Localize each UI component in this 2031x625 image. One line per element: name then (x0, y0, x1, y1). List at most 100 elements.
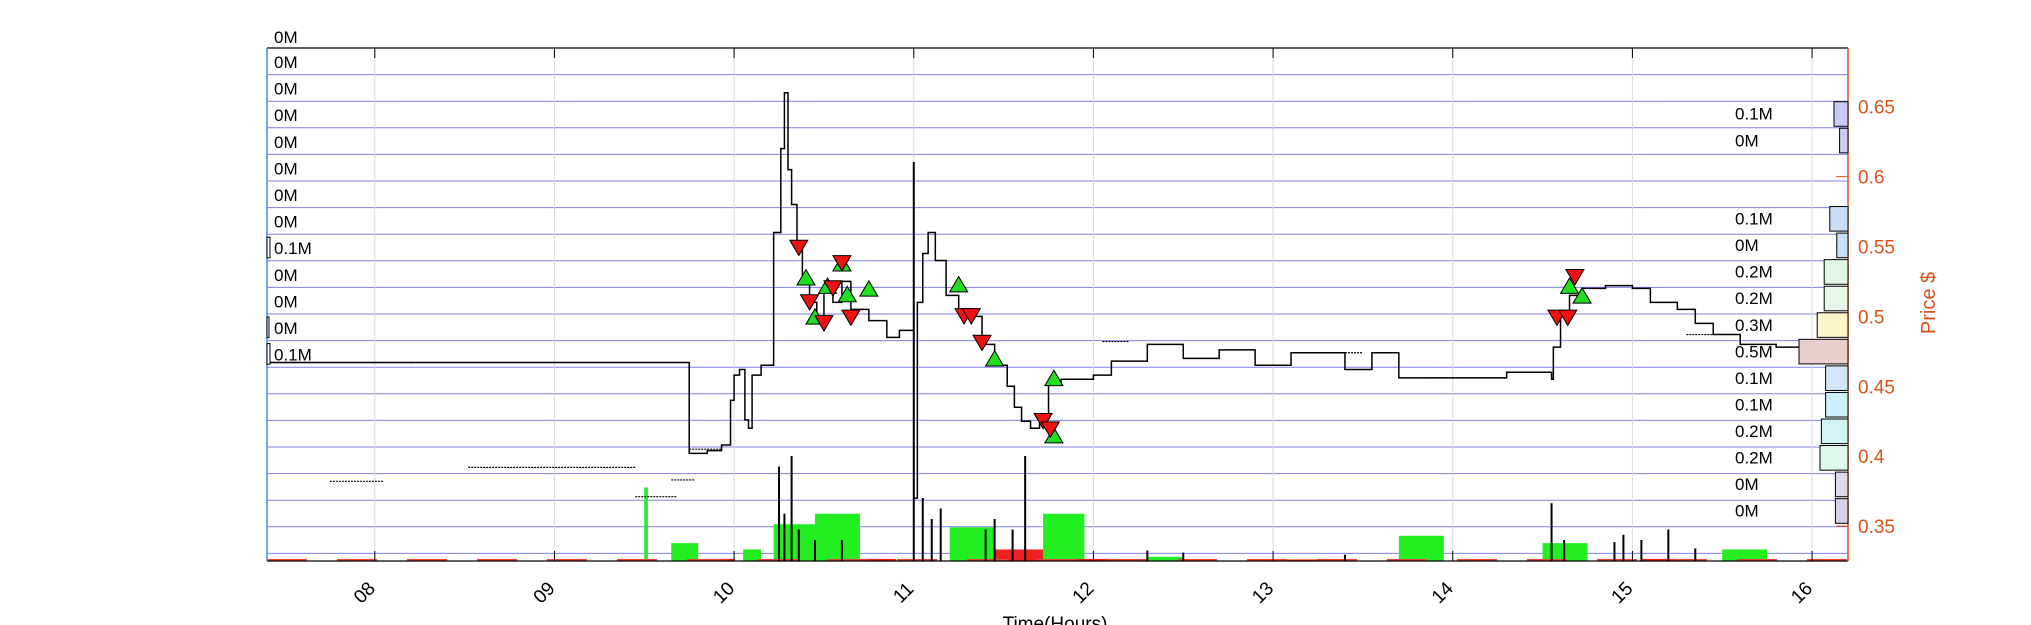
right-volume-bar (1829, 206, 1849, 232)
volume-bar-buy (949, 527, 995, 561)
buy-marker (858, 279, 879, 297)
left-volume-label: 0M (274, 80, 298, 99)
sell-marker (1040, 421, 1061, 439)
sell-marker (1557, 309, 1578, 327)
volume-layer (267, 162, 1848, 561)
right-volume-label: 0M (1735, 475, 1759, 494)
left-volume-label: 0M (274, 319, 298, 338)
x-tick-label: 11 (889, 579, 918, 608)
y-tick-label: 0.35 (1858, 517, 1895, 538)
left-volume-label: 0M (274, 292, 298, 311)
grid-layer (267, 47, 1848, 561)
y-tick-label: 0.65 (1858, 98, 1895, 119)
left-volume-label: 0M (274, 213, 298, 232)
y-axis-label: Price $ (1918, 272, 1940, 334)
volume-bar-buy (1043, 513, 1085, 561)
y-tick-label: 0.45 (1858, 377, 1895, 398)
sell-marker (841, 309, 861, 327)
right-volume-bar (1825, 391, 1849, 418)
x-tick-label: 08 (350, 578, 380, 608)
x-tick-label: 13 (1248, 578, 1278, 608)
y-tick-label: 0.55 (1858, 237, 1895, 258)
right-volume-label: 0.1M (1735, 395, 1773, 414)
right-volume-bar (1834, 498, 1849, 524)
left-volume-label: 0M (274, 53, 298, 72)
label-layer: 0M 0M 0M 0M 0M 0M 0M 0M 0.1M 0M 0M 0M 0.1M 0.1M 0M 0.1M… (266, 28, 1849, 524)
left-volume-label: 0M (274, 266, 298, 285)
x-tick-label: 09 (530, 578, 560, 608)
volume-bar-buy (671, 543, 699, 561)
y-tick-label: 0.4 (1858, 447, 1885, 468)
right-volume-bar (1819, 445, 1849, 471)
volume-bar-sell (994, 549, 1044, 561)
buy-marker (796, 268, 816, 286)
right-volume-label: 0.2M (1735, 263, 1773, 282)
marker-layer (788, 239, 1592, 444)
left-volume-label: 0.1M (274, 239, 312, 258)
y-tick-label: 0.5 (1858, 307, 1884, 328)
sell-marker (961, 308, 982, 325)
price-line (270, 91, 1822, 499)
left-volume-label: 0.1M (274, 346, 312, 365)
left-volume-bar (266, 343, 271, 365)
volume-bar-buy (814, 513, 860, 561)
right-volume-bar (1825, 365, 1849, 391)
volume-bar-sell (859, 558, 896, 561)
right-volume-label: 0M (1735, 502, 1759, 521)
sell-marker (1033, 413, 1054, 430)
x-tick-label: 10 (709, 578, 739, 608)
right-volume-bar (1823, 285, 1849, 312)
volume-bar-sell (1273, 559, 1345, 561)
right-volume-label: 0.1M (1735, 105, 1773, 124)
buy-marker (1559, 277, 1580, 294)
sell-marker (823, 280, 843, 298)
x-axis-label: Time(Hours) (1003, 614, 1108, 625)
sell-marker (832, 255, 852, 272)
left-volume-label: 0M (274, 159, 298, 178)
right-volume-bar (1816, 312, 1849, 338)
volume-bar-buy (773, 524, 815, 561)
volume-bar-buy (1398, 535, 1444, 561)
volume-bar-buy (743, 549, 762, 561)
price-layer (270, 91, 1822, 499)
sell-marker (788, 239, 809, 257)
x-tick-label: 15 (1608, 578, 1638, 608)
buy-marker (948, 275, 969, 293)
right-volume-bar (1836, 232, 1849, 259)
buy-marker (1572, 286, 1592, 304)
volume-bar-buy (644, 487, 648, 561)
right-volume-label: 0.1M (1735, 369, 1773, 388)
right-volume-bar (1820, 418, 1849, 445)
volume-bar-sell (1641, 558, 1678, 561)
right-volume-bar (1798, 338, 1849, 365)
right-volume-label: 0.3M (1735, 316, 1773, 335)
right-volume-bar (1834, 471, 1849, 498)
sell-marker (814, 315, 834, 332)
sell-marker (1565, 269, 1585, 286)
right-volume-bar (1823, 259, 1849, 285)
left-volume-label: 0M (274, 186, 298, 205)
x-tick-label: 12 (1069, 578, 1099, 608)
left-volume-label: 0M (274, 106, 298, 125)
right-volume-bar (1839, 127, 1849, 154)
y-tick-label: 0.6 (1858, 168, 1884, 189)
right-volume-label: 0.5M (1735, 342, 1773, 361)
right-volume-bar (1833, 101, 1849, 127)
sell-marker (972, 334, 992, 352)
buy-marker (837, 285, 858, 303)
volume-bar-buy (1722, 549, 1768, 561)
left-volume-bar (266, 316, 270, 339)
buy-marker (984, 349, 1005, 367)
left-volume-bar (266, 236, 271, 259)
right-volume-label: 0M (1735, 236, 1759, 255)
right-volume-label: 0.2M (1735, 449, 1773, 468)
buy-marker (1044, 369, 1064, 387)
volume-bar-buy (1147, 556, 1184, 561)
right-volume-label: 0.2M (1735, 289, 1773, 308)
right-volume-label: 0.1M (1735, 210, 1773, 229)
x-tick-label: 14 (1428, 578, 1458, 608)
right-volume-label: 0M (1735, 131, 1759, 150)
x-tick-label: 16 (1787, 578, 1817, 608)
right-volume-label: 0.2M (1735, 422, 1773, 441)
sell-marker (799, 294, 820, 311)
